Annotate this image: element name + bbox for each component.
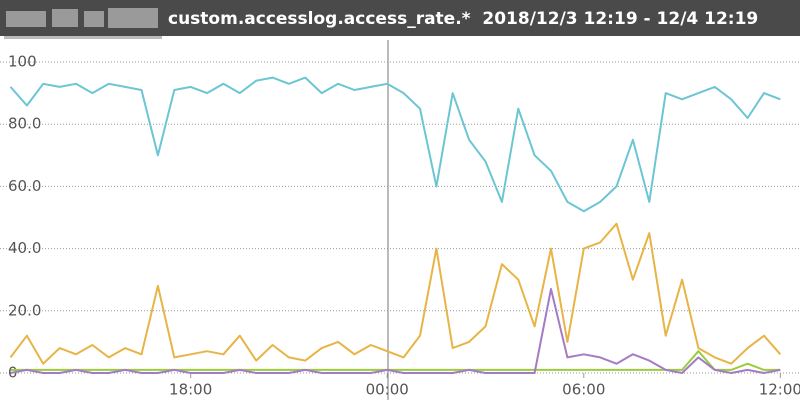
series-line — [9, 76, 781, 213]
header-underline — [4, 36, 162, 39]
y-tick-label: 20.0 — [8, 301, 41, 319]
series-line — [10, 288, 781, 374]
y-tick-label: 60.0 — [8, 177, 41, 195]
y-tick-label: 100 — [8, 53, 37, 71]
blurred-label — [6, 8, 158, 28]
x-tick-label: 18:00 — [169, 381, 212, 399]
chart-title: custom.accesslog.access_rate.* 2018/12/3… — [168, 9, 758, 29]
y-tick-label: 40.0 — [8, 239, 41, 257]
x-tick-label: 00:00 — [366, 381, 409, 399]
x-tick-label: 06:00 — [562, 381, 605, 399]
y-tick-label: 80.0 — [8, 115, 41, 133]
x-tick-label: 12:00 — [759, 381, 800, 399]
series-line — [9, 222, 782, 365]
series-line — [10, 350, 781, 371]
